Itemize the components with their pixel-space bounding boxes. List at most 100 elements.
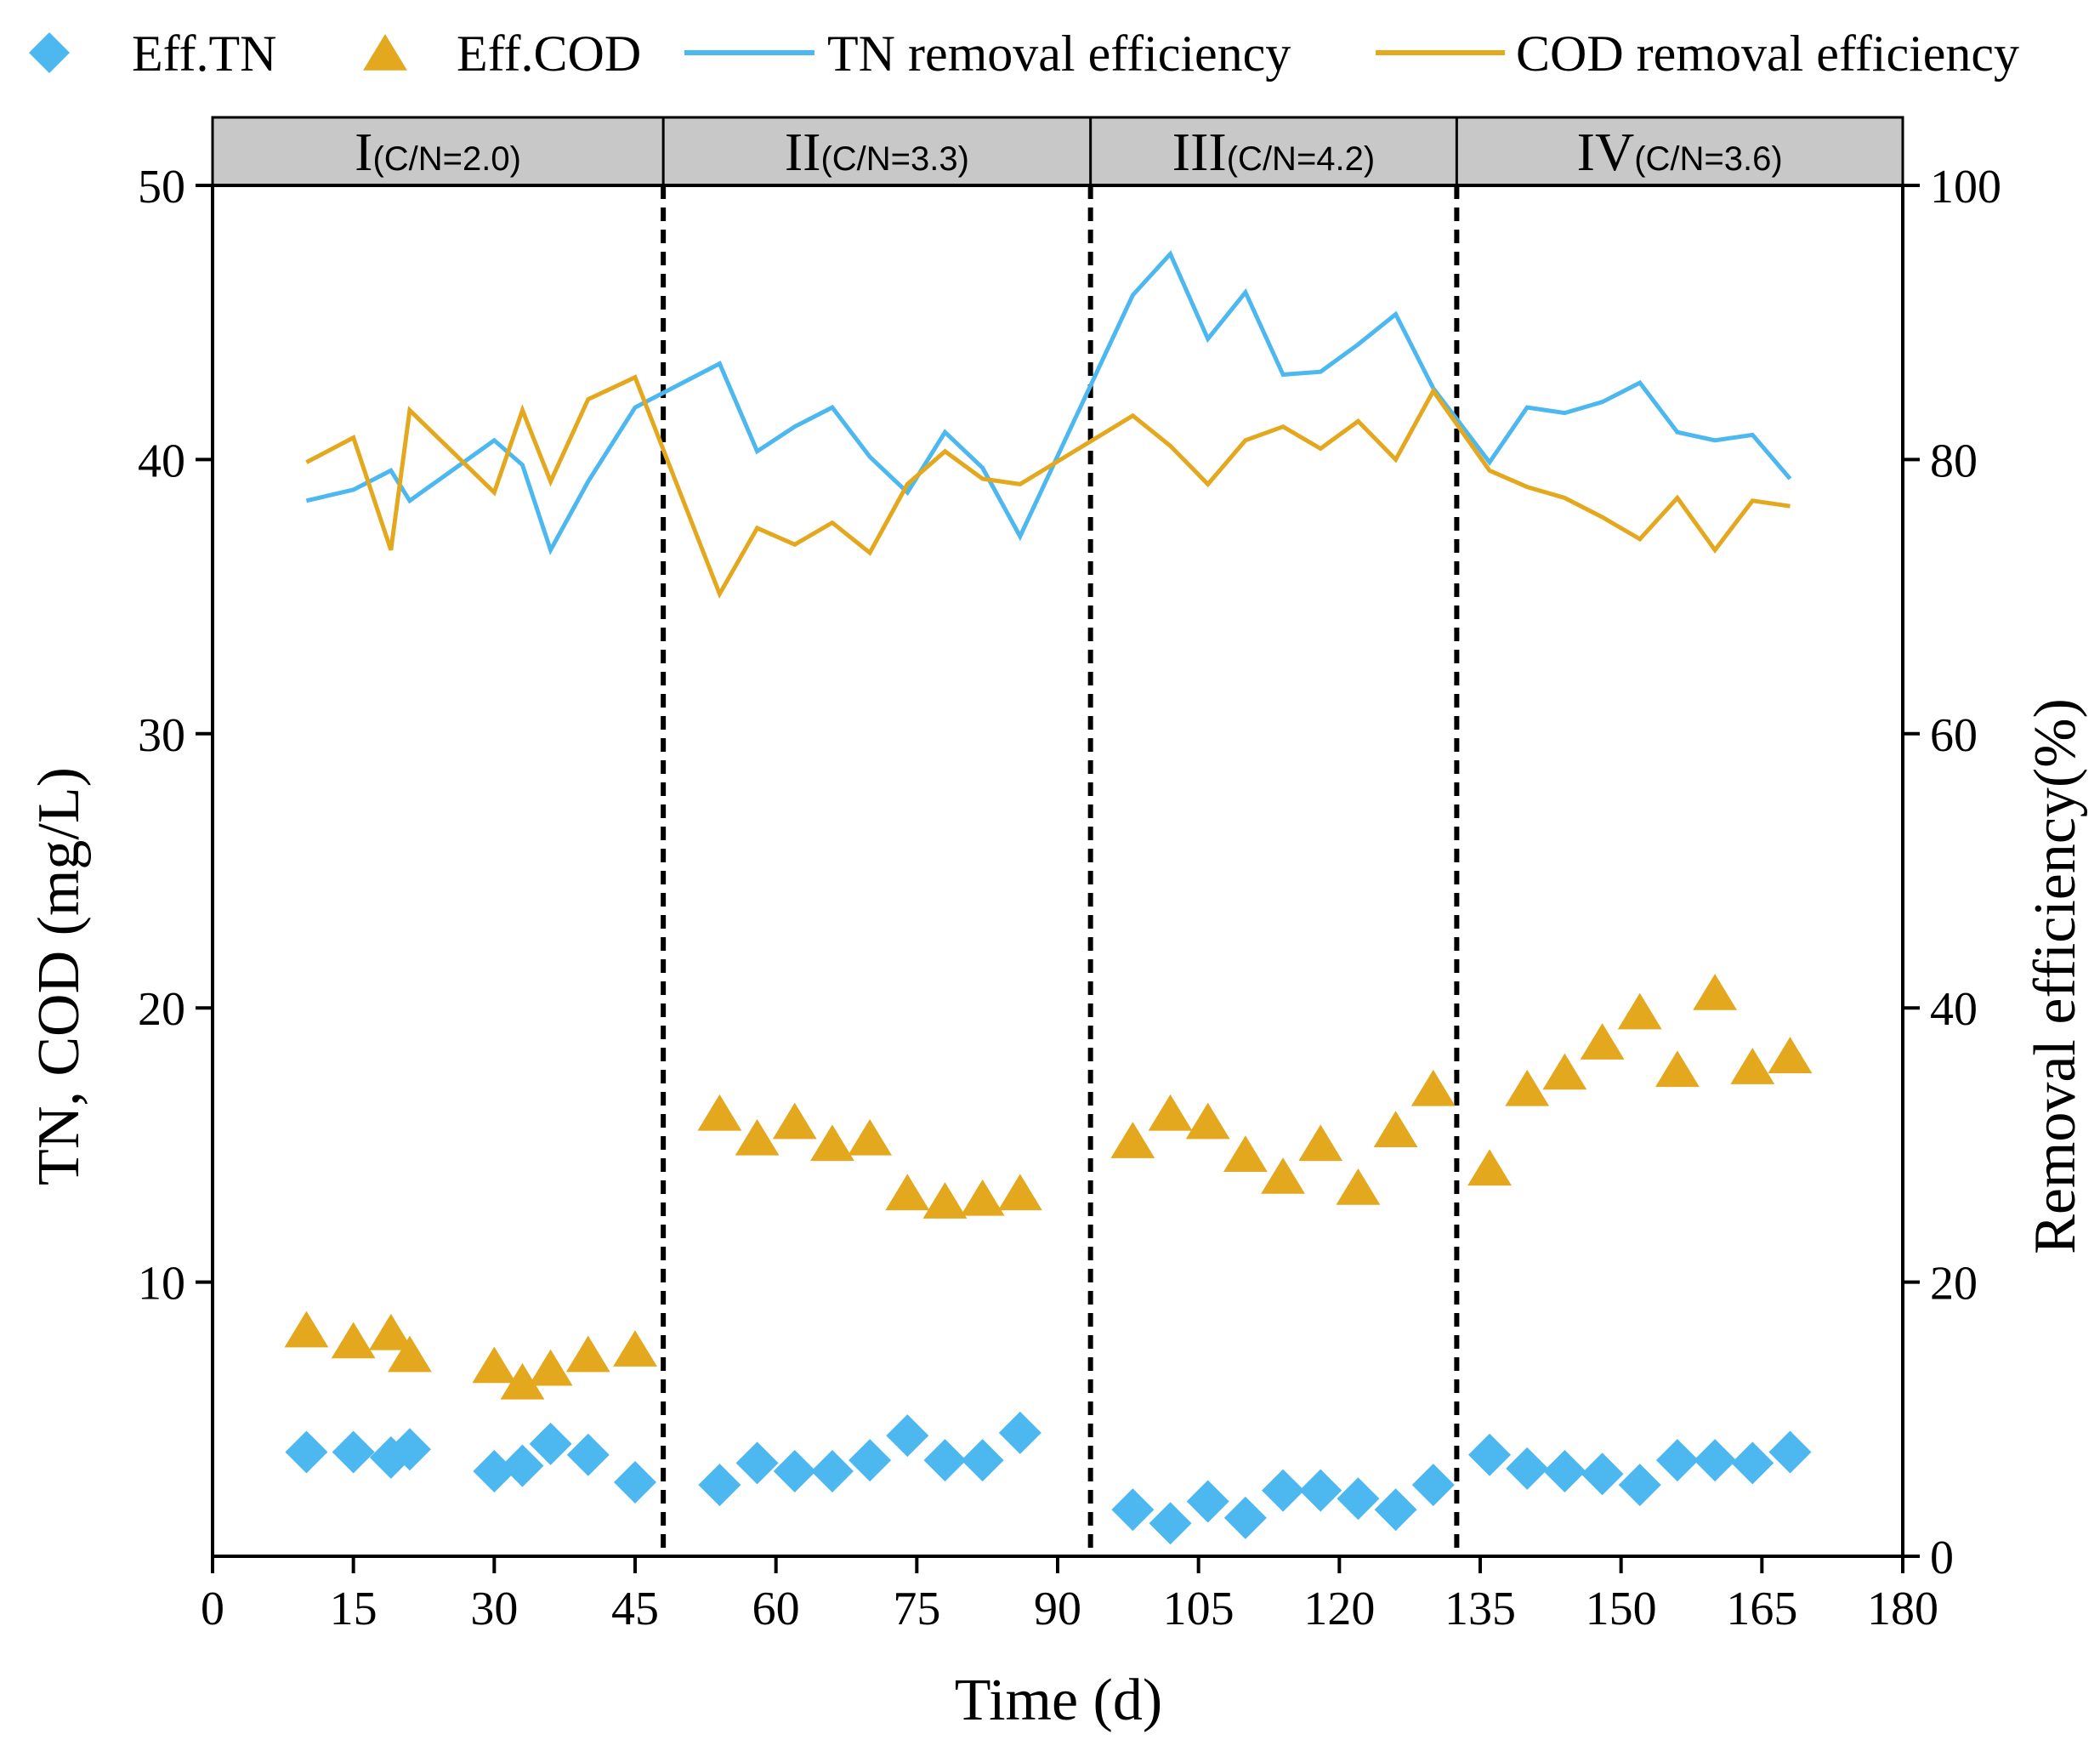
legend-eff-tn-icon	[29, 32, 70, 73]
phase-header: I(C/N=2.0) II(C/N=3.3) III(C/N=4.2) IV(C/N=…	[211, 116, 1904, 187]
eff-cod-point	[1261, 1157, 1305, 1194]
legend: Eff.TN Eff.COD TN removal efficiency COD re…	[29, 26, 2019, 82]
eff-cod-point	[1730, 1048, 1775, 1084]
x-axis-label: Time (d)	[955, 1668, 1162, 1733]
x-tick-label: 90	[1034, 1583, 1081, 1635]
eff-cod-point	[1505, 1069, 1550, 1106]
phase-header-band	[211, 116, 1904, 187]
eff-tn-point	[1731, 1441, 1774, 1485]
eff-cod-point	[284, 1310, 329, 1348]
y-tick-label: 40	[138, 435, 185, 487]
x-tick-label: 180	[1867, 1583, 1938, 1635]
y-tick-label: 20	[138, 983, 185, 1036]
eff-tn-point	[1262, 1469, 1305, 1512]
x-tick-label: 150	[1586, 1583, 1657, 1635]
phase-label-i: I(C/N=2.0)	[355, 122, 521, 182]
x-tick-label: 120	[1303, 1583, 1375, 1635]
eff-cod-point	[810, 1124, 854, 1162]
eff-cod-point	[472, 1346, 517, 1384]
eff-tn-point	[849, 1439, 892, 1482]
y-tick-label: 10	[138, 1258, 185, 1310]
eff-cod-point	[735, 1118, 780, 1156]
phase-label-iv: IV(C/N=3.6)	[1577, 122, 1783, 182]
eff-cod-point	[1580, 1023, 1625, 1060]
y2-tick-label: 40	[1930, 983, 1978, 1036]
eff-cod-point	[1298, 1124, 1343, 1162]
eff-cod-point	[1768, 1037, 1813, 1073]
phase-cn-ratio: (C/N=3.6)	[1634, 140, 1783, 178]
phase-cn-ratio: (C/N=3.3)	[820, 140, 969, 178]
eff-cod-point	[1410, 1069, 1456, 1106]
eff-tn-point	[1694, 1439, 1737, 1482]
eff-cod-point	[885, 1174, 930, 1211]
y2-tick-label: 20	[1930, 1258, 1978, 1310]
eff-cod-point	[1185, 1102, 1230, 1140]
eff-tn-point	[529, 1422, 572, 1465]
eff-tn-point	[810, 1450, 854, 1493]
eff-cod-point	[1617, 992, 1662, 1030]
x-tick-label: 165	[1726, 1583, 1797, 1635]
eff-cod-point	[848, 1118, 893, 1156]
eff-tn-point	[388, 1428, 431, 1471]
phase-label-ii: II(C/N=3.3)	[785, 122, 969, 182]
eff-cod-point	[1655, 1050, 1700, 1088]
data-markers	[284, 974, 1813, 1545]
x-tick-label: 135	[1444, 1583, 1516, 1635]
eff-tn-point	[1618, 1464, 1661, 1507]
eff-cod-point	[1373, 1111, 1418, 1147]
eff-tn-point	[735, 1441, 779, 1485]
eff-tn-point	[698, 1464, 741, 1507]
legend-cod-removal-label: COD removal efficiency	[1516, 26, 2019, 82]
eff-tn-point	[961, 1439, 1004, 1482]
eff-cod-point	[613, 1330, 657, 1367]
phase-label-iii: III(C/N=4.2)	[1172, 122, 1375, 182]
phase-roman: II	[785, 122, 821, 182]
eff-tn-point	[332, 1430, 375, 1474]
eff-tn-point	[1543, 1450, 1586, 1493]
eff-cod-point	[528, 1349, 573, 1386]
eff-tn-point	[1411, 1464, 1455, 1507]
tn-removal-efficiencyline	[305, 250, 1792, 556]
y2-tick-label: 80	[1930, 435, 1978, 487]
eff-tn-point	[998, 1411, 1041, 1454]
eff-cod-point	[772, 1102, 817, 1140]
x-tick-label: 60	[752, 1583, 800, 1635]
eff-cod-point	[697, 1094, 742, 1131]
legend-eff-cod-icon	[363, 34, 407, 71]
eff-cod-point	[1467, 1149, 1512, 1186]
y2-tick-label: 100	[1930, 161, 2001, 213]
eff-cod-point	[1542, 1053, 1587, 1090]
eff-tn-point	[1299, 1469, 1342, 1512]
phase-roman: III	[1172, 122, 1227, 182]
eff-cod-point	[388, 1335, 432, 1373]
y-axis-label: TN, COD (mg/L)	[26, 767, 92, 1185]
eff-cod-point	[1336, 1168, 1381, 1205]
eff-cod-point	[960, 1179, 1005, 1216]
x-tick-label: 15	[330, 1583, 377, 1635]
eff-cod-point	[500, 1362, 545, 1400]
eff-tn-point	[1186, 1480, 1229, 1523]
eff-cod-point	[1693, 974, 1738, 1010]
eff-tn-point	[285, 1430, 328, 1474]
plot-frame	[211, 184, 1904, 1558]
eff-cod-point	[565, 1335, 610, 1373]
y-tick-label: 50	[138, 161, 185, 213]
eff-tn-point	[1581, 1453, 1624, 1496]
eff-tn-point	[923, 1439, 967, 1482]
eff-cod-point	[1148, 1094, 1193, 1131]
eff-tn-point	[1768, 1430, 1812, 1474]
eff-cod-point	[1223, 1135, 1268, 1173]
eff-tn-point	[773, 1450, 816, 1493]
y-tick-label: 30	[138, 709, 185, 762]
eff-cod-point	[997, 1174, 1042, 1211]
eff-tn-point	[473, 1450, 516, 1493]
phase-cn-ratio: (C/N=2.0)	[372, 140, 521, 178]
eff-cod-point	[368, 1313, 413, 1350]
y2-tick-label: 60	[1930, 709, 1978, 762]
y2-tick-label: 0	[1930, 1532, 1954, 1584]
axes: 0 15 30 45 60 75 90 105 120 135 150 165 180 10 20 30 40 5…	[138, 161, 2001, 1635]
eff-tn-point	[1655, 1439, 1699, 1482]
eff-tn-point	[566, 1433, 610, 1476]
x-tick-label: 30	[470, 1583, 518, 1635]
